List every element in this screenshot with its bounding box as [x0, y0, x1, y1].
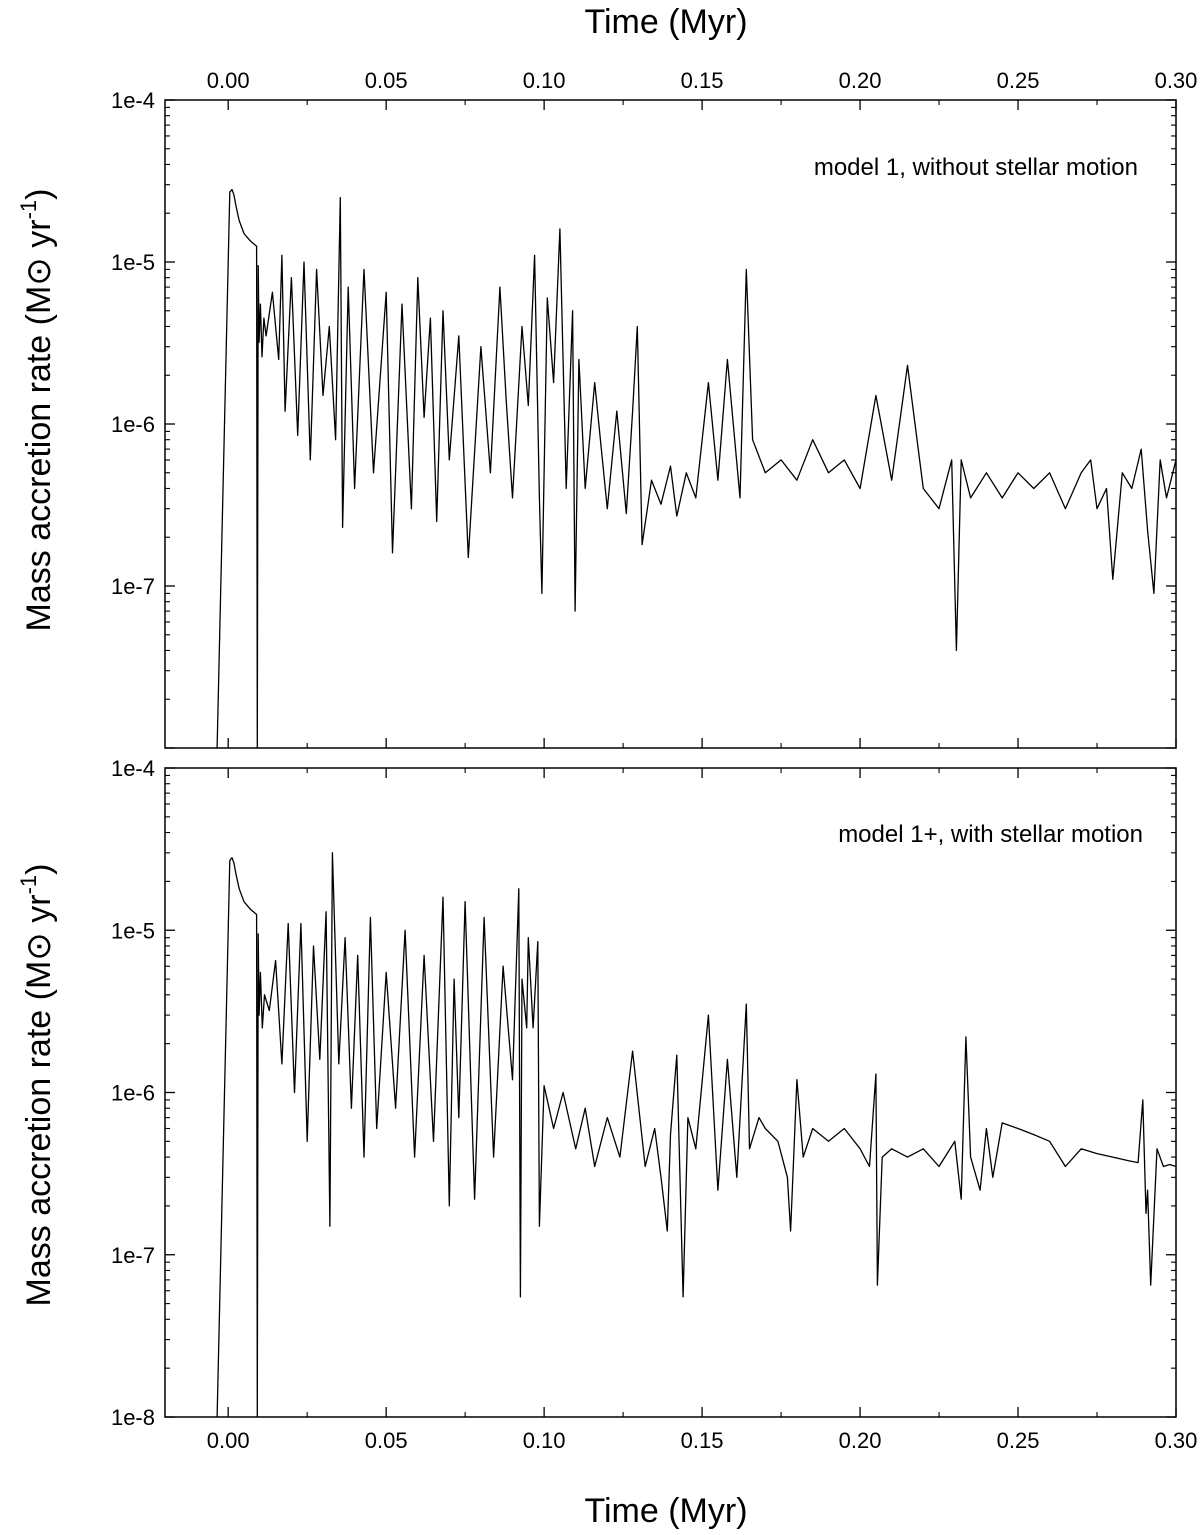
y-title-close: ) — [20, 864, 58, 875]
y-tick-label: 1e-6 — [111, 1081, 155, 1106]
top-panel: 0.00 0.05 0.10 0.15 0.20 0.25 0.30 1e-4 1e-5 1e-6… — [16, 68, 1198, 749]
bottom-panel-y-axis-title: Mass accretion rate (M⊙ yr-1) — [16, 864, 59, 1307]
y-tick-label: 1e-8 — [111, 1405, 155, 1430]
x-tick-label: 0.30 — [1155, 1428, 1198, 1453]
x-tick-label: 0.05 — [365, 68, 408, 93]
y-tick-label: 1e-4 — [111, 756, 155, 781]
plot-frame — [164, 767, 1177, 1418]
y-tick-label: 1e-5 — [111, 918, 155, 943]
x-tick-label: 0.00 — [207, 1428, 250, 1453]
top-panel-y-axis-title: Mass accretion rate (M⊙ yr-1) — [16, 189, 59, 632]
x-tick-label: 0.05 — [365, 1428, 408, 1453]
y-title-exponent: -1 — [16, 200, 41, 220]
y-title-close: ) — [20, 189, 58, 200]
y-tick-label: 1e-5 — [111, 250, 155, 275]
x-tick-label: 0.20 — [839, 68, 882, 93]
top-x-axis-title: Time (Myr) — [584, 3, 747, 41]
bottom-panel-annotation: model 1+, with stellar motion — [838, 821, 1143, 848]
y-tick-label: 1e-7 — [111, 574, 155, 599]
y-title-unit: yr — [20, 894, 58, 932]
y-tick-label: 1e-6 — [111, 412, 155, 437]
y-tick-label: 1e-7 — [111, 1243, 155, 1268]
plot-frame — [164, 99, 1177, 749]
top-panel-axes: 0.00 0.05 0.10 0.15 0.20 0.25 0.30 1e-4 1e-5 1e-6… — [111, 68, 1198, 749]
bottom-x-axis-title: Time (Myr) — [584, 1492, 747, 1530]
x-tick-label: 0.00 — [207, 68, 250, 93]
x-tick-label: 0.15 — [681, 68, 724, 93]
y-tick-label: 1e-4 — [111, 88, 155, 113]
x-tick-label: 0.15 — [681, 1428, 724, 1453]
y-title-exponent: -1 — [16, 875, 41, 895]
y-title-prefix: Mass accretion rate (M — [20, 961, 58, 1307]
x-tick-label: 0.25 — [997, 68, 1040, 93]
x-tick-label: 0.10 — [523, 1428, 566, 1453]
x-tick-label: 0.25 — [997, 1428, 1040, 1453]
x-tick-label: 0.10 — [523, 68, 566, 93]
y-title-unit: yr — [20, 219, 58, 257]
y-title-prefix: Mass accretion rate (M — [20, 286, 58, 632]
sun-symbol: ⊙ — [19, 932, 59, 961]
bottom-panel-axes: 0.00 0.05 0.10 0.15 0.20 0.25 0.30 1e-4 1e-5 1e-6… — [111, 756, 1197, 1453]
bottom-panel-series-line — [216, 852, 1176, 1417]
x-tick-label: 0.30 — [1155, 68, 1198, 93]
top-panel-series-line — [216, 188, 1176, 748]
x-tick-label: 0.20 — [839, 1428, 882, 1453]
sun-symbol: ⊙ — [19, 257, 59, 286]
bottom-panel: 0.00 0.05 0.10 0.15 0.20 0.25 0.30 1e-4 1e-5 1e-6… — [16, 756, 1197, 1453]
top-panel-annotation: model 1, without stellar motion — [814, 154, 1138, 181]
